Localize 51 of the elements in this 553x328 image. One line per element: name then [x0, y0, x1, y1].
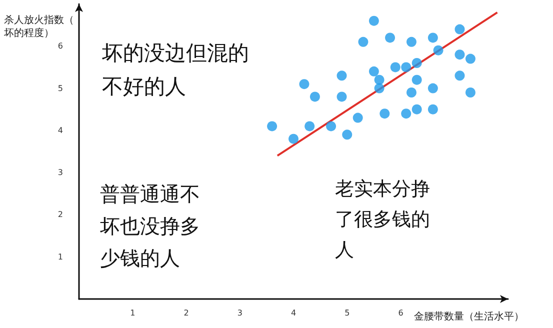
point [368, 16, 379, 26]
point [406, 88, 416, 98]
x-tick-label: 2 [184, 308, 189, 318]
point [428, 83, 438, 94]
point [465, 88, 476, 98]
point [433, 45, 444, 56]
point [390, 62, 400, 72]
point [288, 134, 298, 144]
x-axis-title: 金腰带数量（生活水平） [414, 310, 524, 322]
y-axis-title: 杀人放火指数（坏的程度） [3, 14, 74, 39]
point [428, 32, 438, 43]
point [358, 36, 368, 47]
point [336, 92, 347, 102]
point [380, 108, 390, 119]
point [454, 50, 465, 60]
annotation: 坏的没边但混的不好的人 [101, 40, 249, 98]
point [342, 130, 352, 140]
x-tick-label: 4 [290, 308, 296, 318]
x-tick-label: 6 [398, 308, 404, 318]
point [326, 121, 336, 132]
point [385, 32, 396, 43]
point [352, 112, 363, 123]
point [454, 70, 465, 81]
point [336, 70, 347, 81]
point [401, 62, 412, 72]
point [412, 58, 422, 68]
y-tick-label: 2 [58, 210, 63, 220]
point [454, 24, 465, 34]
point [310, 92, 320, 102]
point [412, 74, 422, 85]
point [368, 66, 379, 76]
x-tick-label: 3 [237, 308, 242, 318]
y-tick-label: 3 [58, 168, 63, 178]
point [401, 108, 412, 119]
x-tick-label: 1 [130, 308, 136, 318]
point [374, 83, 384, 94]
annotation: 老实本分挣了很多钱的人 [335, 178, 430, 261]
point [412, 104, 422, 114]
y-tick-label: 6 [58, 42, 63, 51]
y-tick-label: 4 [58, 126, 63, 135]
point [406, 36, 416, 47]
annotation: 普普通通不坏也没挣多少钱的人 [99, 182, 200, 270]
x-tick-label: 5 [344, 308, 350, 318]
y-tick-label: 5 [58, 84, 63, 93]
point [428, 104, 438, 114]
point [299, 79, 310, 90]
point [374, 74, 384, 85]
point [304, 121, 315, 132]
point [465, 54, 476, 64]
y-tick-label: 1 [58, 252, 63, 262]
point [267, 121, 278, 132]
